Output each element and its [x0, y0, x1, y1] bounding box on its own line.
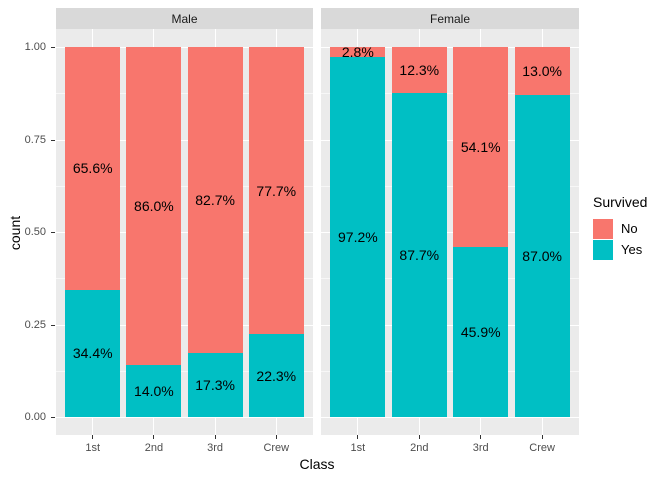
bar-label: 77.7%	[256, 182, 297, 199]
x-tick-mark	[275, 435, 277, 439]
legend-key-yes-swatch	[593, 239, 613, 260]
bar-segment-male-3rd-no	[187, 47, 243, 353]
gridline-major	[321, 139, 579, 141]
bar-label: 65.6%	[72, 160, 113, 177]
bar-segment-female-1st-yes	[330, 57, 386, 417]
gridline-major	[56, 232, 313, 233]
x-axis-title: Class	[299, 456, 335, 472]
facet-strip-male: Male	[56, 8, 313, 29]
legend-label-no: No	[621, 220, 638, 236]
y-tick-label-0.00: 0.00	[24, 411, 46, 423]
bar-label: 34.4%	[72, 345, 113, 362]
bar-segment-male-3rd-yes	[187, 352, 243, 417]
gridline-major	[56, 324, 313, 326]
gridline-minor	[321, 185, 579, 187]
legend-title: Survived	[593, 194, 648, 210]
x-tick-mark	[418, 435, 420, 439]
legend-label-yes: Yes	[621, 241, 643, 257]
x-tick-mark	[357, 435, 359, 439]
facet-panel-male: 34.4% 65.6% 14.0% 86.0% 17.3% 82.7% 22.3% 77.7%	[56, 29, 313, 435]
gridline-major	[321, 47, 579, 48]
gridline-major	[56, 47, 313, 48]
bar-label: 12.3%	[399, 61, 440, 78]
gridline-minor	[321, 278, 579, 280]
x-tick-label-2nd: 2nd	[144, 442, 164, 454]
gridline-major	[321, 232, 579, 233]
bar-label: 14.0%	[134, 383, 174, 400]
bar-label: 22.3%	[256, 367, 297, 384]
gridline-minor	[321, 93, 579, 95]
y-tick-mark	[51, 417, 55, 418]
facet-panel-female: 97.2% 2.8% 87.7% 12.3% 45.9% 54.1% 87.0% 13.0%	[321, 29, 579, 435]
bar-segment-male-1st-yes	[65, 289, 121, 417]
gridline-major	[321, 324, 579, 326]
bar-label: 45.9%	[460, 324, 501, 341]
x-tick-mark	[480, 435, 482, 439]
y-tick-mark	[51, 324, 55, 326]
gridline-major	[56, 139, 313, 141]
x-tick-label-3rd: 3rd	[472, 442, 489, 454]
x-tick-label-1st: 1st	[85, 442, 101, 454]
y-tick-label-0.50: 0.50	[24, 226, 46, 238]
bar-label: 87.0%	[522, 248, 562, 265]
bar-segment-female-crew-no	[514, 47, 570, 96]
gridline-minor	[56, 278, 313, 280]
y-tick-mark	[51, 232, 55, 233]
bar-segment-male-crew-yes	[248, 334, 304, 417]
x-tick-mark	[541, 435, 543, 439]
bar-segment-male-2nd-yes	[126, 365, 182, 417]
y-tick-mark	[51, 47, 55, 48]
bar-segment-male-crew-no	[248, 47, 304, 335]
bar-label: 97.2%	[337, 229, 378, 246]
y-tick-label-0.25: 0.25	[24, 318, 46, 331]
bar-segment-female-2nd-yes	[391, 92, 447, 417]
bar-label: 82.7%	[195, 191, 235, 208]
bar-label: 54.1%	[460, 139, 501, 156]
gridline-minor	[321, 370, 579, 372]
legend-entry-no: No	[593, 218, 647, 239]
legend-key-no-swatch	[593, 218, 613, 239]
bar-segment-female-crew-yes	[514, 95, 570, 417]
x-tick-label-3rd: 3rd	[207, 442, 224, 454]
facet-strip-female: Female	[321, 8, 579, 29]
bar-segment-male-1st-no	[65, 47, 121, 290]
legend: Survived No Yes	[593, 194, 647, 260]
gridline-minor	[56, 93, 313, 95]
bar-segment-female-3rd-yes	[453, 247, 509, 417]
x-tick-mark	[153, 435, 155, 439]
bar-segment-male-2nd-no	[126, 47, 182, 366]
x-tick-mark	[214, 435, 216, 439]
x-tick-label-1st: 1st	[350, 442, 366, 454]
y-tick-mark	[51, 139, 55, 141]
gridline-major	[56, 417, 313, 418]
y-tick-label-0.75: 0.75	[24, 133, 46, 146]
bar-label: 17.3%	[195, 376, 235, 393]
bar-label: 86.0%	[134, 198, 174, 215]
x-tick-label-2nd: 2nd	[410, 442, 429, 454]
x-tick-label-crew: Crew	[263, 442, 290, 454]
x-tick-label-crew: Crew	[529, 442, 555, 454]
bar-label: 13.0%	[522, 63, 562, 80]
bar-segment-female-2nd-no	[391, 47, 447, 93]
legend-entry-yes: Yes	[593, 239, 647, 260]
y-axis-title: count	[7, 215, 23, 251]
gridline-minor	[56, 185, 313, 187]
x-tick-mark	[92, 435, 94, 439]
bar-segment-female-3rd-no	[453, 47, 509, 248]
gridline-minor	[56, 370, 313, 372]
bar-segment-female-1st-no	[330, 47, 386, 58]
bar-label: 2.8%	[341, 44, 374, 61]
bar-label: 87.7%	[399, 246, 440, 263]
y-tick-label-1.00: 1.00	[24, 41, 46, 53]
gridline-major	[321, 417, 579, 418]
